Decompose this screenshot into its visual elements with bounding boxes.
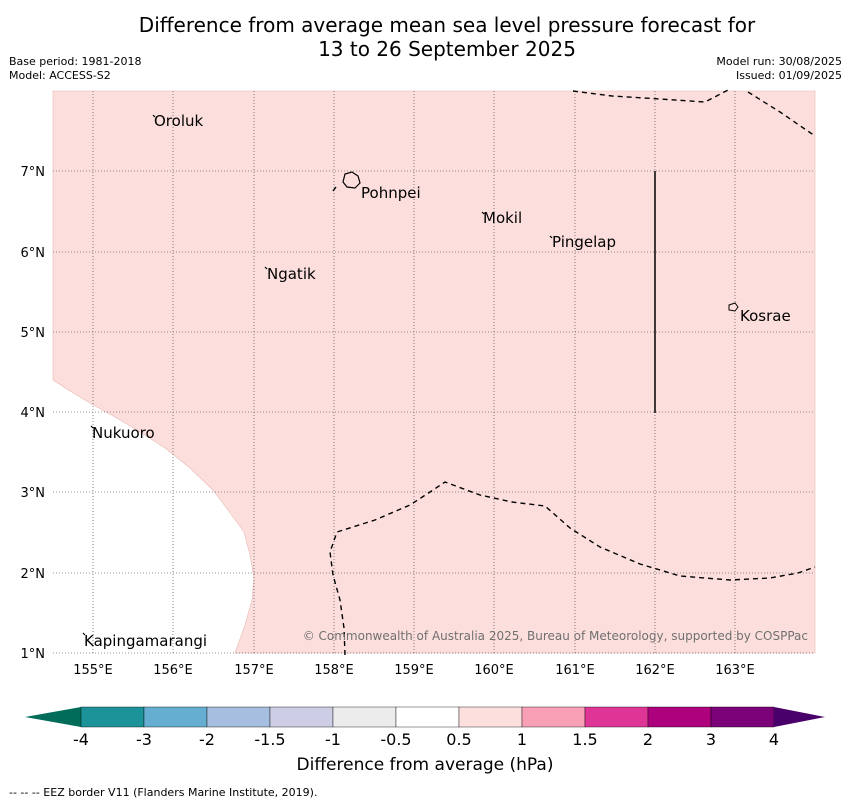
island-marker [549, 235, 553, 239]
x-tick-label: 159°E [394, 663, 434, 678]
colorbar-label: 3 [706, 730, 716, 749]
colorbar-label: -0.5 [380, 730, 411, 749]
attribution-text: © Commonwealth of Australia 2025, Bureau… [303, 629, 808, 643]
eez-borders [329, 88, 816, 656]
x-tick-label: 160°E [474, 663, 514, 678]
colorbar-high-extension [774, 707, 825, 727]
x-tick-label: 162°E [635, 663, 675, 678]
x-tick-label: 157°E [234, 663, 274, 678]
map-title: Difference from average mean sea level p… [0, 13, 850, 61]
place-label: Pingelap [552, 233, 616, 251]
issued-text: Issued: 01/09/2025 [735, 69, 842, 82]
colorbar-label: 0.5 [446, 730, 471, 749]
island-marker [152, 114, 156, 118]
y-tick-label: 2°N [21, 567, 46, 582]
colorbar-label: 1.5 [572, 730, 597, 749]
colorbar-segment [332, 706, 397, 728]
colorbar-label: -1.5 [254, 730, 285, 749]
title-line-2: 13 to 26 September 2025 [318, 37, 576, 61]
y-tick-label: 6°N [21, 246, 46, 261]
colorbar-label: -4 [73, 730, 89, 749]
eez-border-south [329, 481, 816, 656]
eez-border-pohnpei-tick [332, 186, 337, 192]
colorbar-segment [647, 706, 712, 728]
place-label: Nukuoro [92, 424, 155, 442]
colorbar-label: 2 [643, 730, 653, 749]
colorbar-label: -1 [325, 730, 341, 749]
colorbar-segment [269, 706, 334, 728]
colorbar-segment [521, 706, 586, 728]
y-tick-label: 3°N [21, 486, 46, 501]
meta-left: Base period: 1981-2018 Model: ACCESS-S2 [9, 55, 141, 83]
island-marker [264, 266, 268, 270]
y-tick-label: 4°N [21, 406, 46, 421]
y-tick-label: 1°N [21, 647, 46, 662]
place-labels: Oroluk Pohnpei Mokil Pingelap Ngatik Kosrae Nu… [82, 112, 791, 650]
anomaly-fill-region [52, 90, 816, 654]
base-period-text: Base period: 1981-2018 [9, 55, 142, 68]
colorbar-segment [584, 706, 649, 728]
place-label: Oroluk [154, 112, 203, 130]
model-text: Model: ACCESS-S2 [9, 69, 111, 82]
colorbar-label: -3 [136, 730, 152, 749]
colorbar [25, 706, 825, 728]
colorbar-segment [143, 706, 208, 728]
island-marker [90, 425, 94, 429]
colorbar-low-extension [25, 707, 81, 727]
colorbar-label: 1 [517, 730, 527, 749]
eez-border-northeast [747, 91, 816, 137]
y-tick-label: 5°N [21, 326, 46, 341]
colorbar-label: 4 [769, 730, 779, 749]
x-tick-label: 156°E [153, 663, 193, 678]
colorbar-title: Difference from average (hPa) [296, 755, 554, 775]
colorbar-segment [710, 706, 775, 728]
place-label: Mokil [483, 209, 522, 227]
colorbar-labels: -4 -3 -2 -1.5 -1 -0.5 0.5 1 1.5 2 3 4 [73, 730, 779, 749]
x-tick-label: 155°E [73, 663, 113, 678]
kosrae-island [728, 302, 739, 312]
colorbar-segment [206, 706, 271, 728]
y-axis-ticks: 1°N 2°N 3°N 4°N 5°N 6°N 7°N [21, 165, 46, 662]
place-label: Ngatik [267, 265, 316, 283]
island-marker [481, 211, 485, 215]
meta-right: Model run: 30/08/2025 Issued: 01/09/2025 [716, 55, 842, 83]
model-run-text: Model run: 30/08/2025 [716, 55, 842, 68]
title-line-1: Difference from average mean sea level p… [138, 13, 756, 37]
x-tick-label: 163°E [715, 663, 755, 678]
place-label: Kapingamarangi [84, 632, 207, 650]
colorbar-segment [458, 706, 523, 728]
x-tick-label: 158°E [314, 663, 354, 678]
island-marker [82, 632, 86, 636]
place-label: Kosrae [740, 307, 791, 325]
colorbar-segment [395, 706, 460, 728]
colorbar-segment [80, 706, 145, 728]
eez-legend-text: -- -- -- EEZ border V11 (Flanders Marine… [9, 786, 318, 799]
colorbar-label: -2 [199, 730, 215, 749]
y-tick-label: 7°N [21, 165, 46, 180]
place-label: Pohnpei [361, 184, 421, 202]
x-axis-ticks: 155°E 156°E 157°E 158°E 159°E 160°E 161°E 162°E… [73, 663, 755, 678]
x-tick-label: 161°E [555, 663, 595, 678]
pohnpei-island [342, 171, 361, 189]
